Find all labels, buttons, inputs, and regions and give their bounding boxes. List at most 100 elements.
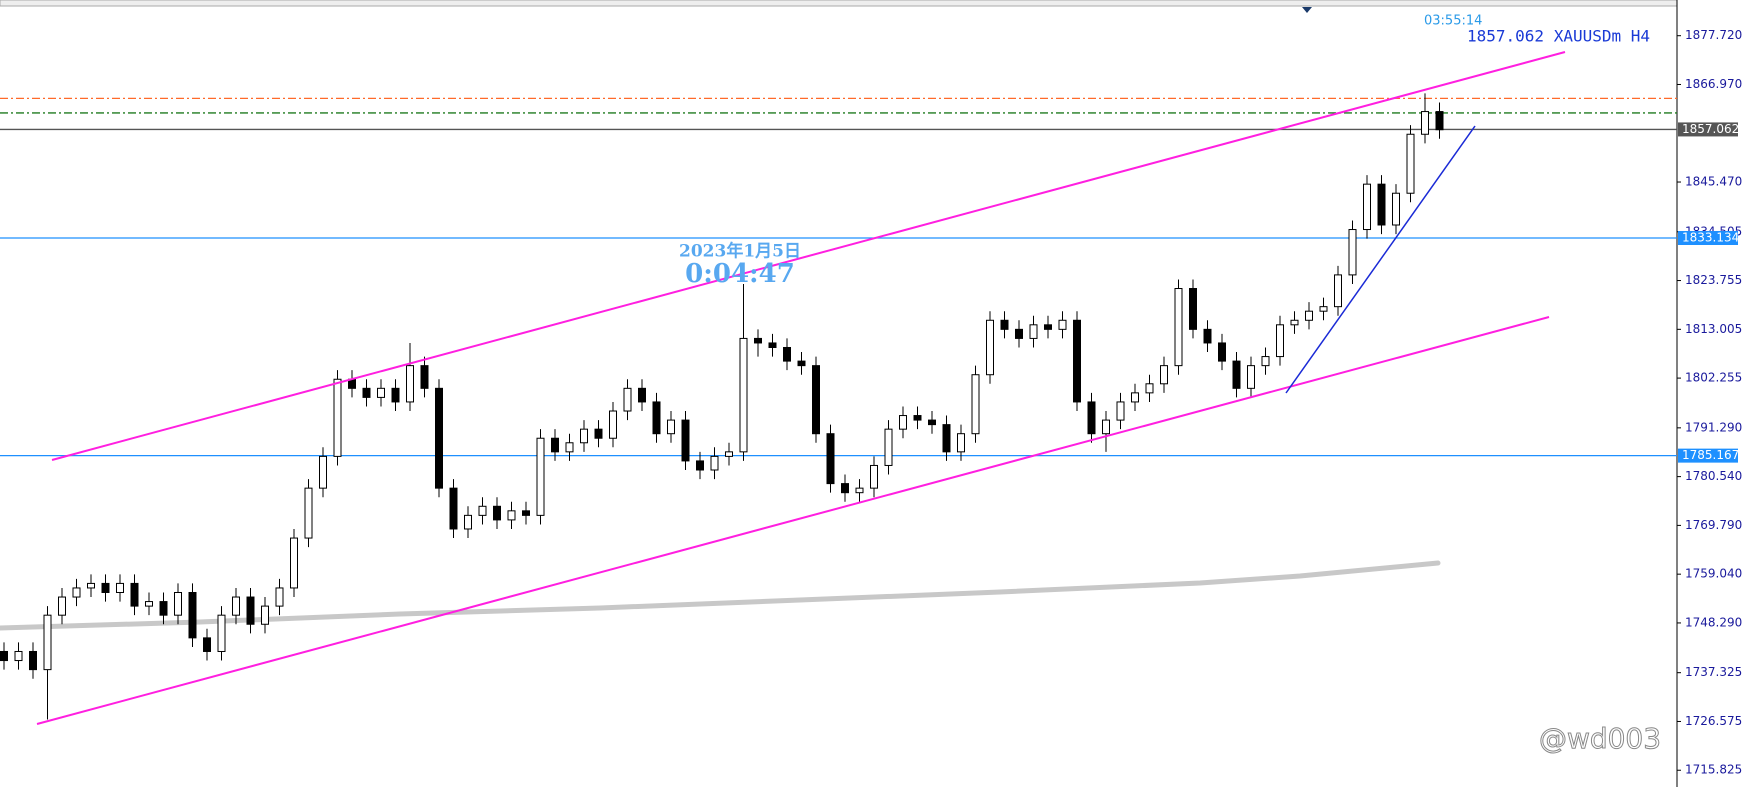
candle-body bbox=[913, 415, 922, 421]
candle-body bbox=[362, 387, 371, 398]
candle-body bbox=[435, 387, 443, 489]
y-tick-label: 1737.325 bbox=[1685, 665, 1742, 679]
candle-body bbox=[1131, 392, 1139, 403]
y-tick-label: 1748.290 bbox=[1685, 615, 1742, 629]
candle-body bbox=[812, 365, 820, 435]
candle-body bbox=[1421, 111, 1429, 135]
candle-body bbox=[29, 650, 37, 671]
candle-body bbox=[188, 591, 197, 639]
candle-body bbox=[1116, 401, 1125, 421]
candle-body bbox=[464, 514, 472, 530]
candle-body bbox=[783, 346, 791, 362]
candle-body bbox=[1218, 342, 1226, 362]
candle-body bbox=[1015, 328, 1023, 339]
candle-body bbox=[420, 365, 429, 389]
candle-body bbox=[275, 587, 284, 607]
timer: 03:55:14 bbox=[1424, 14, 1482, 29]
candle-body bbox=[754, 337, 762, 344]
candle-body bbox=[870, 464, 878, 489]
candle-body bbox=[899, 415, 907, 430]
candle-body bbox=[1189, 288, 1197, 330]
toolbar-strip bbox=[0, 0, 1678, 7]
candle-body bbox=[1334, 274, 1342, 308]
channel-lower bbox=[36, 316, 1550, 725]
candle-body bbox=[551, 437, 559, 453]
levels bbox=[0, 97, 1677, 457]
candle-body bbox=[1377, 183, 1386, 226]
candle-body bbox=[1174, 288, 1183, 367]
candle-body bbox=[652, 401, 661, 435]
candle-body bbox=[304, 487, 313, 539]
candle-body bbox=[1348, 229, 1357, 276]
y-tick-label: 1813.005 bbox=[1685, 322, 1742, 336]
candle-body bbox=[43, 614, 52, 671]
candle-body bbox=[609, 410, 617, 439]
y-tick-label: 1715.825 bbox=[1685, 763, 1742, 777]
candle-body bbox=[681, 419, 690, 462]
candle-body bbox=[72, 587, 81, 598]
price-label-box bbox=[1678, 230, 1738, 245]
candle-body bbox=[638, 387, 646, 403]
candle-body bbox=[1044, 324, 1052, 330]
y-tick-label: 1759.040 bbox=[1685, 567, 1742, 581]
candle-body bbox=[58, 596, 66, 616]
candle-body bbox=[855, 487, 864, 494]
candle-body bbox=[841, 483, 849, 494]
candle-body bbox=[1276, 324, 1284, 358]
scroll-marker bbox=[1302, 7, 1312, 13]
price-label-box bbox=[1678, 122, 1738, 137]
candle-body bbox=[1000, 319, 1009, 330]
candle-body bbox=[261, 605, 269, 625]
candle-body bbox=[333, 378, 342, 457]
candle-body bbox=[145, 601, 153, 607]
candle-body bbox=[449, 487, 458, 530]
candle-body bbox=[1029, 324, 1038, 339]
candle-body bbox=[696, 460, 704, 471]
candle-body bbox=[797, 360, 806, 367]
candle-body bbox=[217, 614, 226, 652]
candle-body bbox=[971, 374, 980, 435]
channel-upper bbox=[51, 51, 1566, 461]
y-tick-label: 1791.290 bbox=[1685, 420, 1742, 434]
candle-body bbox=[986, 319, 994, 376]
price-label-box bbox=[1678, 448, 1738, 463]
candle-body bbox=[957, 433, 965, 453]
candle-body bbox=[1087, 401, 1096, 435]
candle-body bbox=[406, 365, 414, 403]
candle-body bbox=[290, 537, 298, 589]
candle-body bbox=[826, 433, 835, 485]
candle-body bbox=[1058, 319, 1067, 330]
candle-body bbox=[1290, 319, 1299, 326]
y-tick-label: 1877.720 bbox=[1685, 28, 1742, 42]
candles bbox=[0, 93, 1444, 720]
y-tick-label: 1845.470 bbox=[1685, 175, 1742, 189]
candle-body bbox=[1305, 310, 1313, 321]
candle-body bbox=[0, 650, 8, 662]
candle-body bbox=[1392, 192, 1400, 226]
candle-body bbox=[1247, 365, 1255, 389]
symbol-title: 1857.062 XAUUSDm H4 bbox=[1467, 27, 1650, 46]
candle-body bbox=[377, 387, 385, 398]
candle-body bbox=[710, 455, 719, 471]
trend-line bbox=[1285, 125, 1476, 394]
y-tick-label: 1802.255 bbox=[1685, 371, 1742, 385]
y-tick-label: 1780.540 bbox=[1685, 469, 1742, 483]
candle-body bbox=[928, 419, 936, 426]
candle-body bbox=[14, 650, 23, 662]
candle-body bbox=[623, 387, 632, 412]
candle-body bbox=[565, 442, 574, 453]
candle-body bbox=[203, 637, 211, 652]
candle-body bbox=[319, 455, 327, 489]
candle-body bbox=[1319, 306, 1328, 312]
candle-body bbox=[536, 437, 545, 516]
candle-body bbox=[1261, 356, 1270, 367]
candle-body bbox=[159, 601, 168, 616]
candle-body bbox=[1073, 319, 1081, 403]
candle-body bbox=[1232, 360, 1241, 389]
candle-body bbox=[130, 582, 139, 607]
candle-body bbox=[522, 510, 530, 516]
y-tick-label: 1866.970 bbox=[1685, 77, 1742, 91]
price-label: 1833.134 bbox=[1682, 230, 1739, 244]
candle-body bbox=[1160, 365, 1168, 385]
